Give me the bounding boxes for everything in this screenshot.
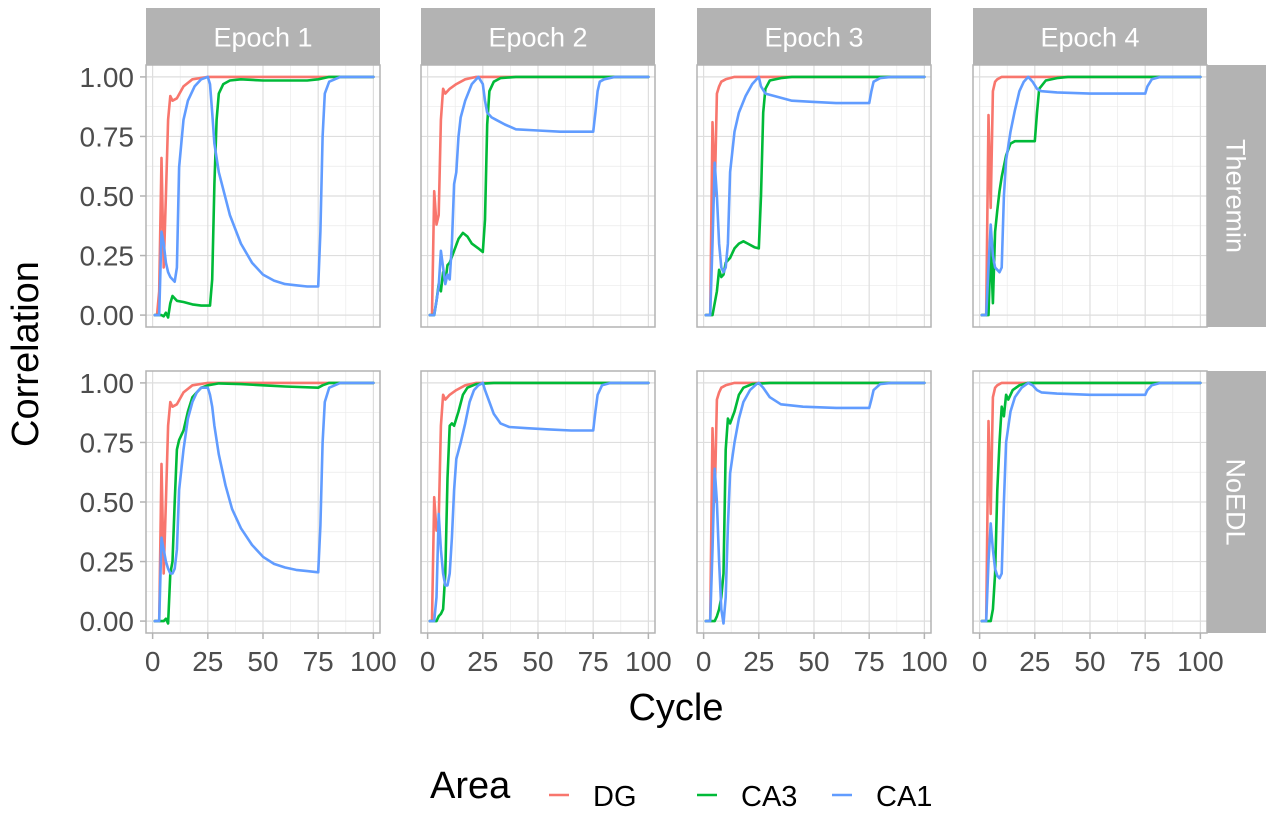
column-strip-label: Epoch 2 <box>488 23 587 53</box>
row-strip-label: NoEDL <box>1221 458 1251 545</box>
series-line-ca1 <box>153 381 375 623</box>
series-line-ca3 <box>704 381 926 623</box>
panel-noedl-epoch-4 <box>972 370 1208 639</box>
series-line-ca3 <box>980 381 1202 623</box>
series-line-ca1 <box>428 381 650 623</box>
panels <box>140 64 1208 639</box>
panel-noedl-epoch-3 <box>696 370 932 639</box>
x-tick-label: 50 <box>522 646 553 677</box>
row-strip-noedl: NoEDL <box>1207 371 1266 633</box>
x-tick-label: 50 <box>798 646 829 677</box>
legend-label: DG <box>593 781 637 813</box>
series-line-dg <box>428 381 650 623</box>
row-strip-theremin: Theremin <box>1207 65 1266 327</box>
x-tick-label: 25 <box>1019 646 1050 677</box>
panel-noedl-epoch-1 <box>140 370 381 639</box>
x-tick-label: 75 <box>854 646 885 677</box>
column-strip-epoch-2: Epoch 2 <box>421 8 655 65</box>
panel-theremin-epoch-4 <box>972 64 1208 328</box>
x-tick-label: 50 <box>1074 646 1105 677</box>
x-axis-tick-labels: 0 25 50 75 100 0 25 50 75 100 0 25 50 75 100 0 25 50 75 100 <box>145 646 1224 677</box>
legend: Area DG CA3 CA1 <box>430 765 932 813</box>
column-strips: Epoch 1 Epoch 2 Epoch 3 Epoch 4 <box>146 8 1207 65</box>
series-line-ca3 <box>428 381 650 623</box>
y-tick-label: 0.75 <box>80 427 135 458</box>
panel-theremin-epoch-3 <box>696 64 932 328</box>
legend-label: CA3 <box>741 781 797 813</box>
strip-background <box>146 8 380 65</box>
legend-label: CA1 <box>876 781 932 813</box>
x-tick-label: 100 <box>350 646 397 677</box>
y-tick-label: 0.50 <box>80 487 135 518</box>
y-tick-label: 0.50 <box>80 181 135 212</box>
legend-item-dg: DG <box>549 781 637 813</box>
x-tick-label: 0 <box>420 646 436 677</box>
panel-theremin-epoch-2 <box>420 64 656 328</box>
y-tick-label: 0.00 <box>80 300 135 331</box>
x-tick-label: 100 <box>625 646 672 677</box>
x-tick-label: 75 <box>303 646 334 677</box>
x-tick-label: 0 <box>145 646 161 677</box>
y-axis-tick-labels: 0.00 0.25 0.50 0.75 1.00 0.00 0.25 0.50 0.75 1.00 <box>80 62 135 637</box>
panel-noedl-epoch-2 <box>420 370 656 639</box>
series-line-dg <box>980 381 1202 623</box>
strip-background <box>973 8 1207 65</box>
x-tick-label: 100 <box>901 646 948 677</box>
series-line-dg <box>153 381 375 623</box>
legend-title: Area <box>430 765 511 807</box>
y-axis-title: Correlation <box>5 261 47 447</box>
series-line-ca1 <box>980 381 1202 623</box>
legend-item-ca3: CA3 <box>697 781 797 813</box>
series-line-ca3 <box>153 75 375 319</box>
column-strip-epoch-4: Epoch 4 <box>973 8 1207 65</box>
strip-background <box>1207 371 1266 633</box>
row-strips: Theremin NoEDL <box>1207 65 1266 633</box>
series-line-dg <box>153 75 375 317</box>
x-tick-label: 25 <box>192 646 223 677</box>
column-strip-label: Epoch 1 <box>213 23 312 53</box>
panel-theremin-epoch-1 <box>140 64 381 328</box>
series-line-ca3 <box>428 75 650 317</box>
y-tick-label: 1.00 <box>80 368 135 399</box>
series-line-dg <box>428 75 650 317</box>
y-tick-label: 1.00 <box>80 62 135 93</box>
row-strip-label: Theremin <box>1221 139 1251 253</box>
y-tick-label: 0.00 <box>80 606 135 637</box>
series-line-ca1 <box>980 75 1202 317</box>
series-line-ca1 <box>704 75 926 317</box>
column-strip-label: Epoch 4 <box>1040 23 1139 53</box>
series-line-dg <box>980 75 1202 317</box>
x-tick-label: 75 <box>1130 646 1161 677</box>
strip-background <box>1207 65 1266 327</box>
series-line-dg <box>704 75 926 317</box>
x-tick-label: 75 <box>578 646 609 677</box>
series-line-dg <box>704 381 926 623</box>
column-strip-epoch-1: Epoch 1 <box>146 8 380 65</box>
series-line-ca1 <box>428 75 650 317</box>
x-tick-label: 25 <box>743 646 774 677</box>
strip-background <box>697 8 931 65</box>
legend-item-ca1: CA1 <box>832 781 932 813</box>
series-line-ca3 <box>153 381 375 625</box>
y-tick-label: 0.25 <box>80 241 135 272</box>
column-strip-epoch-3: Epoch 3 <box>697 8 931 65</box>
strip-background <box>421 8 655 65</box>
series-line-ca1 <box>153 75 375 317</box>
column-strip-label: Epoch 3 <box>764 23 863 53</box>
series-line-ca1 <box>704 381 926 625</box>
series-line-ca3 <box>704 75 926 317</box>
x-tick-label: 0 <box>696 646 712 677</box>
x-tick-label: 25 <box>467 646 498 677</box>
y-tick-label: 0.25 <box>80 547 135 578</box>
x-tick-label: 100 <box>1177 646 1224 677</box>
y-tick-label: 0.75 <box>80 121 135 152</box>
x-axis-title: Cycle <box>628 687 723 729</box>
x-tick-label: 50 <box>247 646 278 677</box>
series-line-ca3 <box>980 75 1202 317</box>
x-tick-label: 0 <box>972 646 988 677</box>
